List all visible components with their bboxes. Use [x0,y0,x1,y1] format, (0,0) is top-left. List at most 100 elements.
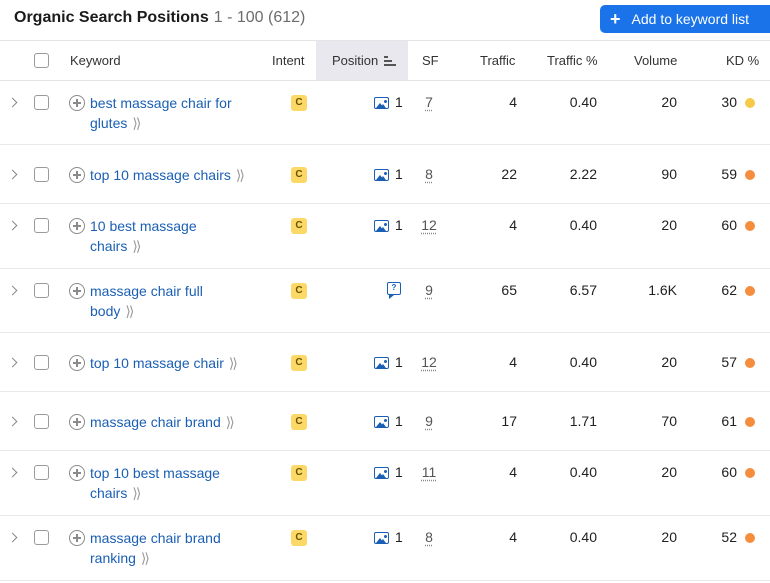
expand-row-chevron-icon[interactable] [7,220,18,231]
expand-row-chevron-icon[interactable] [7,532,18,543]
keyword-link[interactable]: best massage chair for glutes ⟩⟩ [90,93,260,133]
add-keyword-plus-icon[interactable] [69,283,85,299]
expand-row-chevron-icon[interactable] [7,357,18,368]
traffic-pct-value: 0.40 [569,464,597,480]
intent-badge-commercial: C [291,355,307,371]
volume-value: 20 [661,94,677,110]
table-row[interactable]: massage chair brand ranking ⟩⟩ C 1 8 4 0.40 20 52 [0,516,770,581]
keyword-text-line1[interactable]: top 10 best massage [90,465,220,481]
add-keyword-plus-icon[interactable] [69,167,85,183]
expand-row-chevron-icon[interactable] [7,169,18,180]
position-value: 1 [395,413,403,429]
add-keyword-plus-icon[interactable] [69,465,85,481]
intent-badge-commercial: C [291,167,307,183]
col-kd[interactable]: KD % [726,53,760,68]
expand-row-chevron-icon[interactable] [7,467,18,478]
sf-count[interactable]: 7 [425,94,433,110]
expand-row-chevron-icon[interactable] [7,416,18,427]
row-checkbox[interactable] [34,167,49,182]
keyword-details-double-chevron-icon[interactable]: ⟩⟩ [132,115,141,131]
sort-ascending-icon[interactable] [384,55,396,66]
kd-value: 30 [721,94,737,110]
keyword-text-line1[interactable]: massage chair brand [90,414,221,430]
keyword-details-double-chevron-icon[interactable]: ⟩⟩ [132,238,141,254]
keyword-link[interactable]: top 10 best massage chairs ⟩⟩ [90,463,260,503]
col-sf[interactable]: SF [422,53,439,68]
keyword-text-line2[interactable]: body [90,303,121,319]
volume-value: 20 [661,217,677,233]
row-checkbox[interactable] [34,530,49,545]
sf-count[interactable]: 9 [425,413,433,429]
sf-count[interactable]: 9 [425,282,433,298]
keyword-link[interactable]: top 10 massage chair ⟩⟩ [90,353,260,373]
add-to-keyword-list-button[interactable]: + Add to keyword list [600,5,770,33]
keyword-details-double-chevron-icon[interactable]: ⟩⟩ [235,167,245,183]
keyword-text-line1[interactable]: 10 best massage [90,218,197,234]
kd-value: 52 [721,529,737,545]
keyword-text-line2[interactable]: ranking [90,550,136,566]
table-row[interactable]: massage chair full body ⟩⟩ C? 9 65 6.57 1.6K 62 [0,269,770,333]
keyword-link[interactable]: massage chair brand ranking ⟩⟩ [90,528,260,568]
intent-badge-commercial: C [291,465,307,481]
keyword-text-line2[interactable]: chairs [90,485,128,501]
kd-value: 61 [721,413,737,429]
add-keyword-plus-icon[interactable] [69,530,85,546]
row-checkbox[interactable] [34,465,49,480]
table-row[interactable]: top 10 massage chair ⟩⟩ C 1 12 4 0.40 20 57 [0,333,770,392]
add-keyword-plus-icon[interactable] [69,414,85,430]
sf-count[interactable]: 11 [421,464,437,480]
intent-badge-commercial: C [291,414,307,430]
sf-count[interactable]: 12 [421,217,437,233]
kd-value: 62 [721,282,737,298]
row-checkbox[interactable] [34,283,49,298]
keyword-text-line1[interactable]: massage chair full [90,283,203,299]
add-keyword-plus-icon[interactable] [69,95,85,111]
table-row[interactable]: 10 best massage chairs ⟩⟩ C 1 12 4 0.40 20 60 [0,204,770,269]
row-checkbox[interactable] [34,414,49,429]
keyword-details-double-chevron-icon[interactable]: ⟩⟩ [225,414,235,430]
keyword-text-line1[interactable]: top 10 massage chair [90,355,224,371]
table-row[interactable]: top 10 massage chairs ⟩⟩ C 1 8 22 2.22 90 59 [0,145,770,204]
row-checkbox[interactable] [34,355,49,370]
col-traffic-pct[interactable]: Traffic % [547,53,598,68]
traffic-pct-value: 0.40 [569,354,597,370]
image-serp-feature-icon [374,169,389,181]
keyword-text-line2[interactable]: chairs [90,238,128,254]
col-traffic[interactable]: Traffic [480,53,516,68]
row-checkbox[interactable] [34,95,49,110]
col-position-active [316,41,408,80]
keyword-details-double-chevron-icon[interactable]: ⟩⟩ [125,303,134,319]
table-row[interactable]: top 10 best massage chairs ⟩⟩ C 1 11 4 0.40 20 60 [0,451,770,516]
expand-row-chevron-icon[interactable] [7,285,18,296]
add-keyword-plus-icon[interactable] [69,355,85,371]
sf-count[interactable]: 8 [425,166,433,182]
traffic-pct-value: 0.40 [569,94,597,110]
kd-difficulty-dot [745,221,755,231]
col-intent[interactable]: Intent [272,53,305,68]
col-keyword[interactable]: Keyword [70,53,121,68]
keyword-link[interactable]: top 10 massage chairs ⟩⟩ [90,165,260,185]
keyword-text-line1[interactable]: best massage chair for [90,95,232,111]
keyword-text-line2[interactable]: glutes [90,115,128,131]
col-position[interactable]: Position [332,53,379,68]
expand-row-chevron-icon[interactable] [7,97,18,108]
keyword-link[interactable]: massage chair brand ⟩⟩ [90,412,260,432]
kd-difficulty-dot [745,170,755,180]
keyword-link[interactable]: massage chair full body ⟩⟩ [90,281,260,321]
select-all-checkbox[interactable] [34,53,49,68]
keyword-link[interactable]: 10 best massage chairs ⟩⟩ [90,216,260,256]
intent-badge-commercial: C [291,530,307,546]
sf-count[interactable]: 8 [425,529,433,545]
add-keyword-plus-icon[interactable] [69,218,85,234]
col-volume[interactable]: Volume [634,53,678,68]
keyword-text-line1[interactable]: top 10 massage chairs [90,167,231,183]
traffic-value: 4 [509,94,517,110]
keyword-details-double-chevron-icon[interactable]: ⟩⟩ [132,485,141,501]
keyword-details-double-chevron-icon[interactable]: ⟩⟩ [140,550,150,566]
row-checkbox[interactable] [34,218,49,233]
table-row[interactable]: best massage chair for glutes ⟩⟩ C 1 7 4 0.40 20… [0,81,770,145]
keyword-text-line1[interactable]: massage chair brand [90,530,221,546]
sf-count[interactable]: 12 [421,354,437,370]
table-row[interactable]: massage chair brand ⟩⟩ C 1 9 17 1.71 70 61 [0,392,770,451]
keyword-details-double-chevron-icon[interactable]: ⟩⟩ [228,355,238,371]
